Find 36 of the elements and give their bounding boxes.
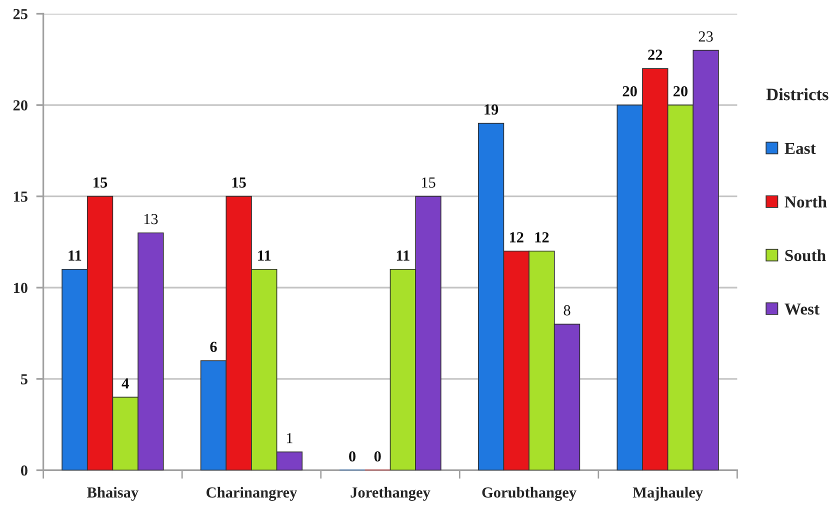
data-label: 8 bbox=[564, 305, 570, 316]
legend-label: East bbox=[784, 142, 816, 154]
data-label: 1 bbox=[287, 433, 292, 444]
data-label: 11 bbox=[68, 250, 82, 261]
data-label: 19 bbox=[484, 104, 498, 115]
data-label: 15 bbox=[232, 177, 246, 188]
x-tick-label: Bhaisay bbox=[87, 486, 138, 501]
data-label: 11 bbox=[396, 250, 410, 261]
y-tick-label: 15 bbox=[14, 192, 28, 202]
data-label: 0 bbox=[374, 451, 381, 462]
data-label: 15 bbox=[422, 177, 436, 188]
data-label: 12 bbox=[510, 232, 524, 242]
x-tick-label: Jorethangey bbox=[350, 486, 430, 501]
x-tick-label: Charinangrey bbox=[206, 486, 298, 501]
data-label: 11 bbox=[258, 250, 271, 261]
x-tick-label: Majhauley bbox=[632, 486, 703, 501]
data-label: 6 bbox=[210, 342, 217, 352]
y-tick-label: 25 bbox=[13, 8, 28, 20]
legend-title: Districts bbox=[766, 88, 828, 100]
y-tick-label: 10 bbox=[14, 282, 28, 294]
legend-label: South bbox=[785, 249, 826, 262]
y-tick-label: 0 bbox=[20, 465, 28, 476]
data-label: 12 bbox=[535, 232, 549, 242]
data-label: 22 bbox=[648, 50, 662, 60]
data-label: 15 bbox=[94, 177, 108, 188]
data-label: 20 bbox=[673, 86, 688, 96]
y-tick-label: 20 bbox=[13, 100, 28, 111]
data-label: 20 bbox=[622, 86, 637, 96]
y-tick-label: 5 bbox=[21, 374, 28, 384]
legend-label: West bbox=[784, 304, 820, 315]
legend-label: North bbox=[784, 196, 827, 208]
data-label: 0 bbox=[349, 451, 356, 462]
x-tick-label: Gorubthangey bbox=[482, 486, 576, 501]
data-label: 4 bbox=[122, 378, 129, 388]
data-label: 23 bbox=[698, 31, 713, 42]
data-label: 13 bbox=[144, 214, 158, 224]
